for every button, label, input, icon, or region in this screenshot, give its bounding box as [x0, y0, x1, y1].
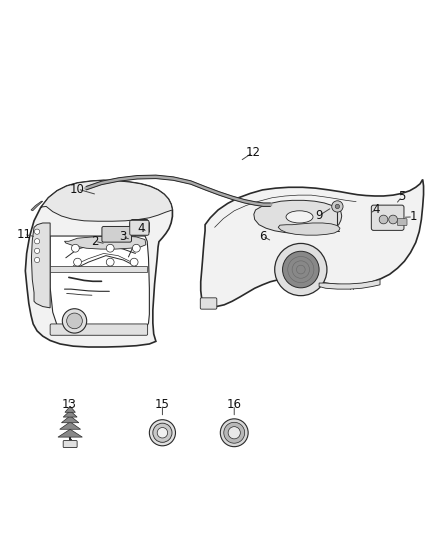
Circle shape	[106, 258, 114, 266]
Polygon shape	[50, 265, 147, 272]
Text: 10: 10	[70, 182, 85, 196]
FancyBboxPatch shape	[397, 219, 407, 225]
Circle shape	[379, 215, 388, 224]
Polygon shape	[58, 429, 82, 437]
Circle shape	[132, 244, 140, 252]
Polygon shape	[41, 180, 173, 221]
Polygon shape	[319, 279, 380, 289]
Circle shape	[35, 229, 40, 235]
Circle shape	[332, 201, 343, 212]
Text: 11: 11	[17, 228, 32, 241]
Polygon shape	[32, 223, 50, 308]
Text: 9: 9	[315, 209, 323, 222]
Text: 3: 3	[119, 230, 126, 244]
FancyBboxPatch shape	[63, 441, 77, 448]
Circle shape	[62, 309, 87, 333]
Circle shape	[130, 258, 138, 266]
Circle shape	[335, 204, 339, 208]
Text: 5: 5	[398, 190, 406, 204]
FancyBboxPatch shape	[50, 324, 148, 335]
Polygon shape	[65, 406, 75, 413]
Polygon shape	[254, 200, 342, 233]
Circle shape	[106, 244, 114, 252]
Circle shape	[35, 257, 40, 263]
Polygon shape	[61, 416, 79, 423]
Circle shape	[35, 239, 40, 244]
Polygon shape	[63, 410, 77, 417]
Circle shape	[35, 248, 40, 254]
FancyBboxPatch shape	[200, 298, 217, 309]
Circle shape	[67, 313, 82, 329]
FancyBboxPatch shape	[102, 227, 131, 242]
Text: 15: 15	[155, 398, 170, 411]
Circle shape	[153, 423, 172, 442]
FancyBboxPatch shape	[371, 205, 404, 230]
Polygon shape	[64, 236, 146, 249]
Text: 13: 13	[61, 398, 76, 411]
Polygon shape	[25, 180, 173, 347]
Circle shape	[157, 427, 168, 438]
Text: 1: 1	[410, 211, 417, 223]
Circle shape	[71, 244, 79, 252]
Circle shape	[283, 251, 319, 288]
Circle shape	[389, 215, 397, 224]
Circle shape	[149, 419, 176, 446]
Circle shape	[220, 419, 248, 447]
Circle shape	[228, 426, 240, 439]
Polygon shape	[31, 201, 43, 211]
Text: 4: 4	[373, 203, 380, 215]
Circle shape	[224, 422, 245, 443]
Polygon shape	[130, 220, 149, 235]
Text: 16: 16	[227, 398, 242, 411]
Polygon shape	[60, 422, 81, 429]
Polygon shape	[50, 236, 149, 331]
Ellipse shape	[286, 211, 313, 223]
Circle shape	[275, 244, 327, 296]
Text: 4: 4	[137, 222, 145, 235]
Polygon shape	[278, 223, 340, 235]
Text: 2: 2	[91, 235, 99, 248]
Polygon shape	[201, 180, 424, 306]
Circle shape	[74, 258, 81, 266]
Text: 12: 12	[245, 146, 261, 159]
Text: 6: 6	[259, 230, 266, 243]
FancyBboxPatch shape	[130, 220, 149, 235]
